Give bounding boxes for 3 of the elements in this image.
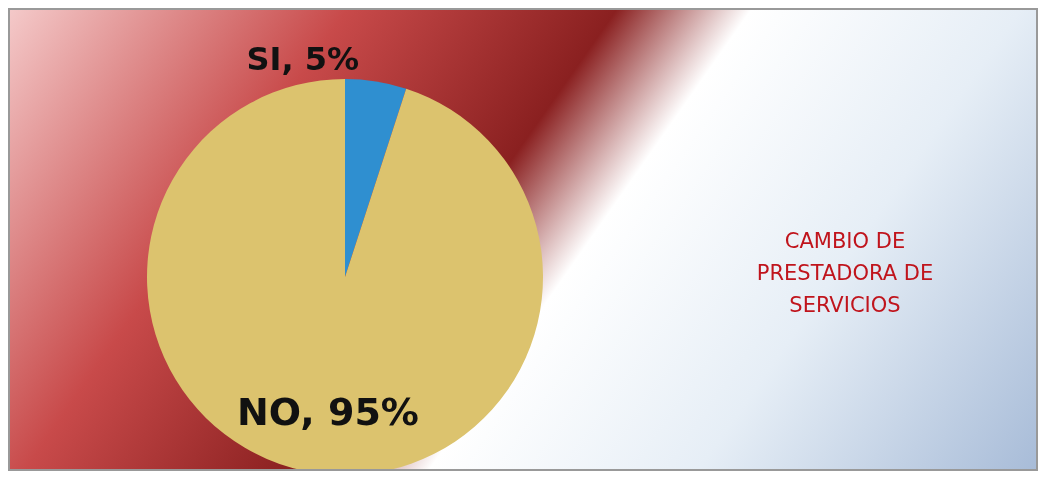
slice-label: SI, 5%	[246, 39, 360, 78]
slice-label: NO, 95%	[237, 389, 419, 434]
text: CAMBIO DE PRESTADORA DE SERVICIOS	[755, 228, 935, 319]
